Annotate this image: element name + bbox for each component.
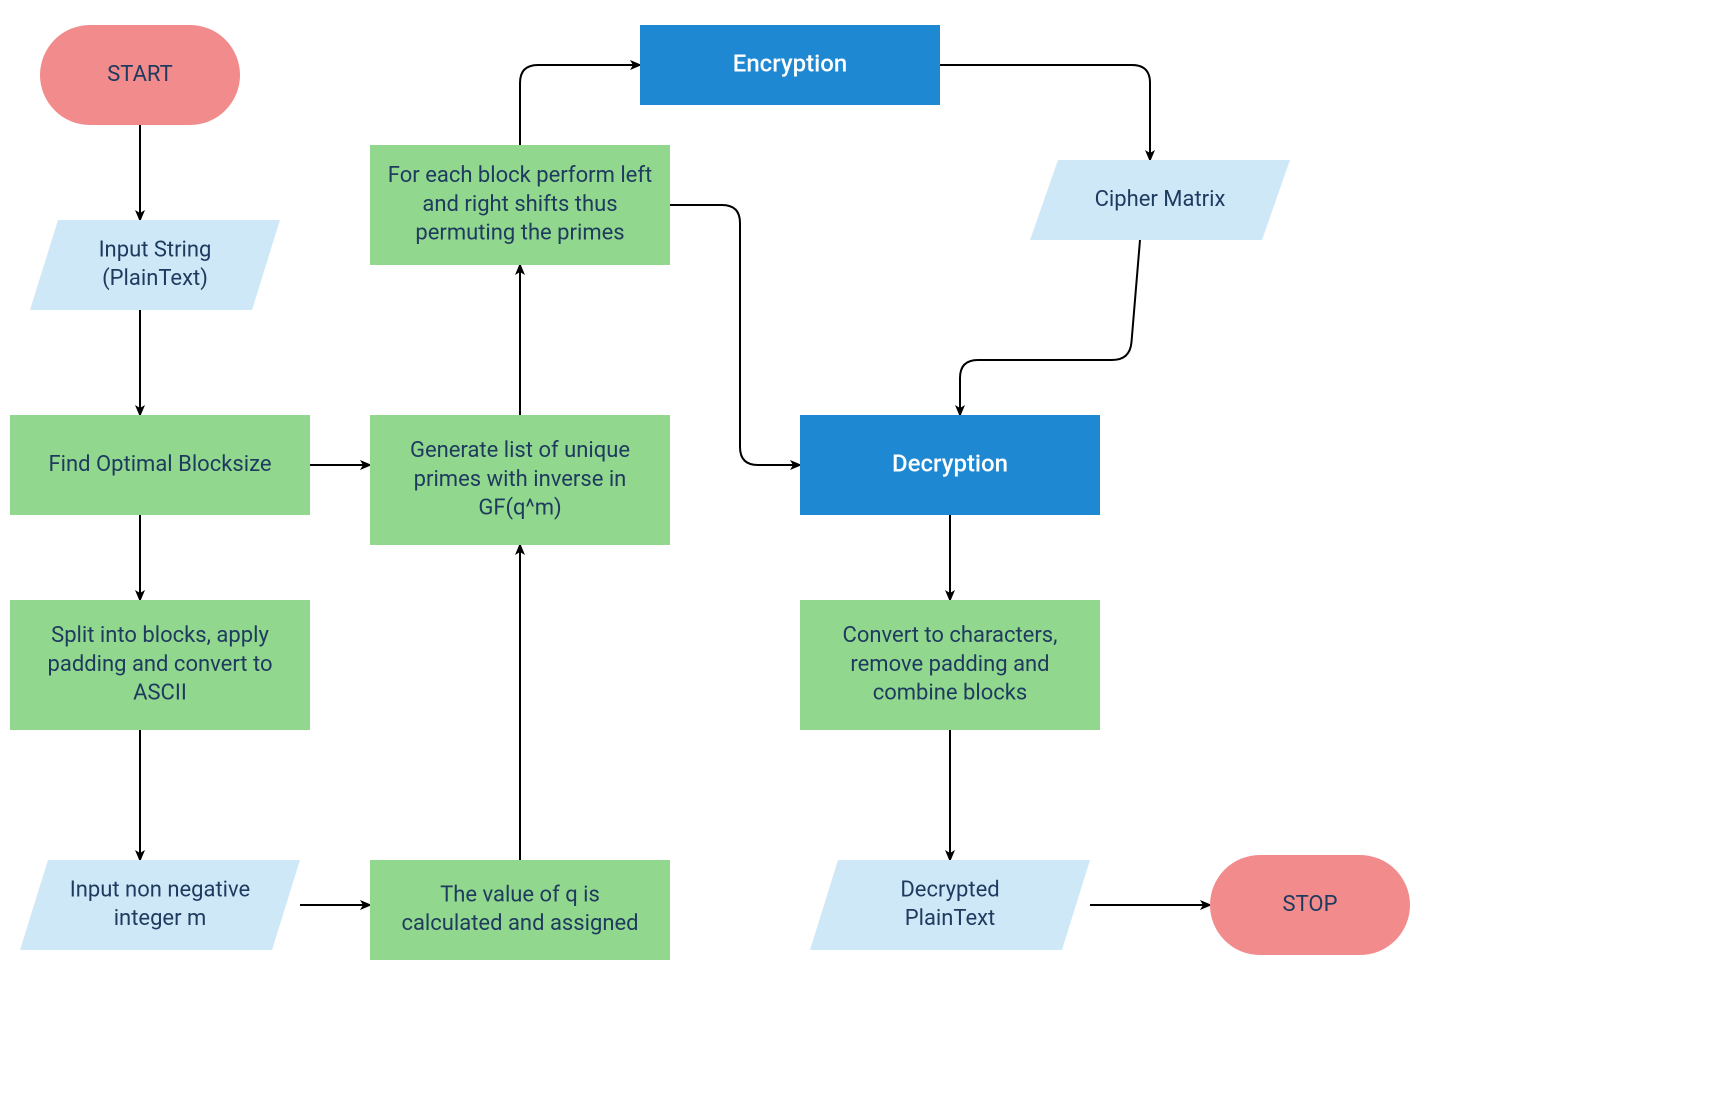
node-label-decrypted-line0: Decrypted: [900, 878, 999, 903]
nodes-group: START Input String (PlainText) Find Optimal…: [10, 25, 1410, 960]
node-shape-input_m: [20, 860, 300, 950]
node-shape-decrypted: [810, 860, 1090, 950]
node-shape-input_string: [30, 220, 280, 310]
node-label-convert_chars-line1: remove padding and: [850, 652, 1049, 677]
node-shape-calc_q: [370, 860, 670, 960]
node-label-calc_q-line0: The value of q is: [440, 883, 600, 908]
node-gen_primes: Generate list of unique primes with inver…: [370, 415, 670, 545]
node-label-decryption-line0: Decryption: [892, 449, 1008, 477]
node-label-input_m-line1: integer m: [114, 906, 207, 931]
node-label-input_m-line0: Input non negative: [70, 878, 250, 903]
node-label-convert_chars-line0: Convert to characters,: [843, 623, 1058, 648]
node-label-split_blocks-line2: ASCII: [133, 680, 187, 705]
node-label-gen_primes-line1: primes with inverse in: [414, 467, 627, 492]
node-cipher_matrix: Cipher Matrix: [1030, 160, 1290, 240]
edge-perform_shifts-decryption: [670, 205, 800, 465]
node-calc_q: The value of q is calculated and assigned: [370, 860, 670, 960]
node-label-split_blocks-line0: Split into blocks, apply: [51, 623, 269, 648]
flowchart-svg: START Input String (PlainText) Find Optimal…: [0, 0, 1725, 1095]
node-stop: STOP: [1210, 855, 1410, 955]
node-label-find_blocksize-line0: Find Optimal Blocksize: [48, 452, 271, 477]
node-label-gen_primes-line2: GF(q^m): [478, 495, 561, 520]
node-decryption: Decryption: [800, 415, 1100, 515]
node-label-convert_chars-line2: combine blocks: [873, 680, 1028, 705]
node-find_blocksize: Find Optimal Blocksize: [10, 415, 310, 515]
node-label-encryption-line0: Encryption: [733, 49, 847, 77]
edge-encryption-cipher_matrix: [940, 65, 1150, 160]
node-start: START: [40, 25, 240, 125]
node-label-input_string-line0: Input String: [99, 238, 212, 263]
node-label-calc_q-line1: calculated and assigned: [401, 911, 638, 936]
node-input_string: Input String (PlainText): [30, 220, 280, 310]
node-label-decrypted-line1: PlainText: [905, 906, 996, 931]
node-label-perform_shifts-line1: and right shifts thus: [422, 192, 617, 217]
node-convert_chars: Convert to characters, remove padding and…: [800, 600, 1100, 730]
node-label-perform_shifts-line0: For each block perform left: [388, 163, 652, 188]
node-perform_shifts: For each block perform left and right shi…: [370, 145, 670, 265]
node-label-gen_primes-line0: Generate list of unique: [410, 438, 630, 463]
node-encryption: Encryption: [640, 25, 940, 105]
flowchart-diagram: START Input String (PlainText) Find Optimal…: [0, 0, 1725, 1095]
edge-perform_shifts-encryption: [520, 65, 640, 145]
edge-cipher_matrix-decryption: [960, 240, 1140, 415]
node-label-start-line0: START: [107, 62, 173, 87]
node-label-stop-line0: STOP: [1283, 892, 1338, 917]
node-label-input_string-line1: (PlainText): [102, 266, 208, 291]
node-label-split_blocks-line1: padding and convert to: [48, 652, 273, 677]
node-decrypted: Decrypted PlainText: [810, 860, 1090, 950]
node-input_m: Input non negative integer m: [20, 860, 300, 950]
node-label-perform_shifts-line2: permuting the primes: [415, 220, 624, 245]
node-split_blocks: Split into blocks, apply padding and conv…: [10, 600, 310, 730]
node-label-cipher_matrix-line0: Cipher Matrix: [1095, 187, 1226, 212]
